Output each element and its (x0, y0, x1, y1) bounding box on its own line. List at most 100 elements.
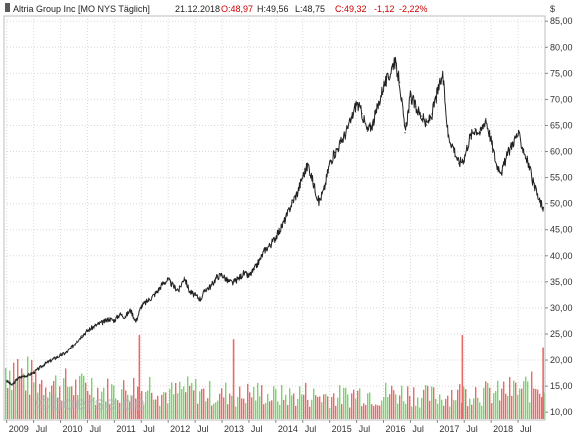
price-point (124, 316, 126, 318)
volume-bar (365, 405, 367, 419)
volume-bar (247, 383, 249, 419)
price-point (226, 280, 228, 282)
volume-bar (425, 385, 427, 419)
volume-bar (119, 402, 121, 419)
price-point (329, 162, 331, 164)
volume-bar (519, 388, 521, 419)
price-point (183, 276, 185, 278)
x-tick-label: Jul (36, 424, 48, 434)
volume-bar (417, 397, 419, 419)
volume-bar (531, 371, 533, 419)
x-tick-label: 2016 (386, 424, 406, 434)
x-tick-label: 2017 (439, 424, 459, 434)
volume-bar (245, 403, 247, 419)
price-point (495, 164, 498, 166)
volume-bar (347, 394, 349, 419)
x-tick-label: Jul (197, 424, 209, 434)
volume-bar (349, 407, 351, 419)
header-change-pct: -2,22% (399, 4, 428, 14)
volume-bar (29, 394, 31, 419)
price-point (345, 132, 347, 134)
volume-bar (199, 391, 201, 419)
volume-bar (215, 402, 217, 419)
y-tick-label: 80,00 (550, 42, 573, 52)
price-point (372, 123, 374, 125)
volume-bar (57, 397, 59, 419)
x-tick-label: Jul (466, 424, 478, 434)
volume-bar (517, 394, 519, 419)
volume-bar (55, 375, 57, 419)
volume-bar (189, 385, 191, 419)
volume-bar (535, 388, 537, 419)
volume-bar (209, 380, 211, 419)
price-point (22, 375, 24, 377)
volume-bar (103, 387, 105, 419)
price-point (129, 309, 132, 311)
volume-bar (309, 406, 311, 419)
volume-bar (423, 389, 425, 419)
volume-bar (399, 395, 401, 419)
volume-bar (203, 388, 205, 419)
volume-bar (291, 395, 293, 419)
volume-bar (415, 405, 417, 419)
volume-bar (427, 385, 429, 419)
volume-bar (265, 402, 267, 419)
header-date: 21.12.2018 (175, 4, 220, 14)
volume-bar (185, 392, 187, 419)
volume-bar (315, 395, 317, 419)
volume-bar (451, 389, 453, 419)
price-point (146, 301, 148, 303)
volume-bar (419, 407, 421, 419)
volume-bar (221, 388, 223, 419)
watermark: ©boerse.de (36, 393, 145, 415)
price-point (517, 133, 519, 135)
volume-bar (541, 397, 543, 419)
price-point (490, 139, 492, 142)
y-tick-label: 30,00 (550, 303, 573, 313)
x-tick-label: 2013 (224, 424, 244, 434)
volume-bar (505, 393, 507, 419)
volume-bar (107, 378, 109, 419)
price-point (189, 291, 191, 293)
price-point (237, 278, 239, 280)
volume-bar (507, 395, 509, 419)
volume-bar (195, 379, 197, 419)
volume-bar (75, 379, 77, 419)
volume-bar (45, 387, 47, 419)
volume-bar (255, 400, 257, 419)
volume-bar (73, 395, 75, 419)
volume-bar (49, 391, 51, 419)
volume-bar (429, 400, 431, 419)
y-tick-label: 75,00 (550, 68, 573, 78)
price-point (113, 319, 115, 322)
volume-bar (323, 394, 325, 419)
volume-bar (285, 394, 287, 419)
volume-bar (251, 397, 253, 419)
volume-bar (37, 392, 39, 419)
volume-bar (379, 405, 381, 419)
price-point (178, 289, 180, 291)
volume-bar (181, 389, 183, 419)
volume-bar (287, 405, 289, 419)
volume-bar (397, 403, 399, 419)
volume-bar (457, 389, 459, 419)
price-point (485, 118, 487, 120)
volume-bar (333, 393, 335, 419)
volume-bar (183, 386, 185, 419)
volume-bar (145, 391, 147, 419)
volume-bar (471, 404, 473, 419)
volume-bar (263, 404, 265, 419)
volume-bar (143, 404, 145, 419)
volume-bar (141, 391, 143, 419)
volume-bar (283, 400, 285, 419)
price-point (404, 132, 406, 134)
price-point (296, 192, 298, 194)
x-tick-label: 2018 (493, 424, 513, 434)
price-point (269, 244, 272, 246)
volume-bar (173, 394, 175, 419)
price-point (86, 330, 89, 332)
price-point (70, 347, 72, 349)
price-point (199, 298, 202, 300)
volume-bar (371, 404, 373, 419)
